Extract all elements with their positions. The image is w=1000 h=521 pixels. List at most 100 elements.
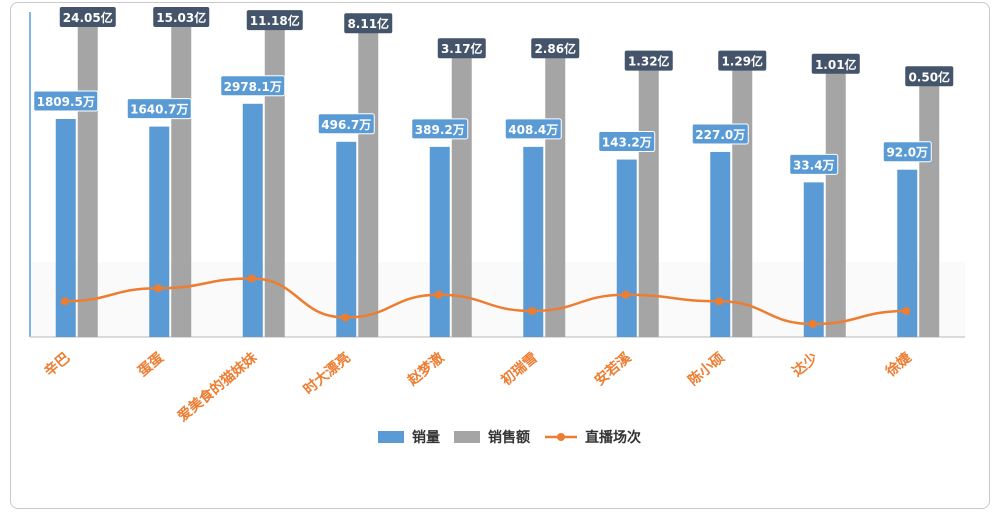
data-label-bg (33, 90, 99, 112)
data-label-sales-amount: 11.18亿 (246, 10, 303, 31)
category-label: 蛋蛋 (135, 350, 167, 380)
data-label-sales-volume: 1640.7万 (126, 98, 192, 120)
data-label-bg (718, 50, 767, 71)
data-label-text: 408.4万 (508, 123, 558, 137)
data-label-sales-amount: 1.29亿 (718, 50, 767, 71)
line-point-live-sessions (247, 274, 256, 283)
bar-sales-amount (171, 25, 192, 337)
category-label: 达少 (789, 349, 821, 380)
data-label-text: 15.03亿 (156, 10, 206, 25)
data-label-bg (153, 7, 210, 27)
data-label-sales-volume: 496.7万 (317, 113, 375, 135)
data-label-bg (905, 66, 954, 87)
data-label-bg (691, 123, 749, 145)
bar-sales-volume (55, 118, 76, 338)
data-label-bg (531, 38, 580, 59)
data-label-sales-volume: 92.0万 (882, 141, 932, 163)
legend-label: 销量 (412, 429, 440, 446)
data-label-bg (344, 13, 393, 34)
category-label: 爱美食的猫妹妹 (174, 348, 261, 425)
bar-sales-volume (336, 141, 357, 337)
data-label-bg (59, 7, 116, 27)
category-label: 徐婕 (882, 348, 916, 380)
plot-shade (30, 262, 965, 337)
data-label-text: 2.86亿 (534, 41, 576, 56)
line-point-live-sessions (154, 284, 163, 293)
bar-sales-volume (429, 146, 450, 337)
legend-swatch (378, 431, 404, 443)
legend-item: 销售额 (454, 429, 530, 446)
data-label-sales-volume: 143.2万 (598, 131, 656, 153)
bar-sales-volume (803, 182, 824, 337)
legend: 销量 销售额 直播场次 (378, 429, 641, 446)
data-label-bg (504, 118, 562, 140)
data-label-bg (624, 50, 673, 71)
data-label-bg (789, 153, 839, 175)
data-label-bg (882, 141, 932, 163)
data-label-text: 1809.5万 (37, 95, 95, 109)
legend-item: 销量 (378, 429, 440, 446)
data-label-sales-volume: 2978.1万 (220, 75, 286, 97)
data-label-text: 389.2万 (415, 123, 465, 137)
data-label-bg (598, 131, 656, 153)
data-label-text: 33.4万 (793, 158, 835, 172)
data-label-sales-amount: 24.05亿 (59, 7, 116, 27)
legend-item: 直播场次 (545, 429, 641, 446)
bar-sales-amount (825, 71, 846, 338)
line-point-live-sessions (528, 307, 537, 315)
category-label: 辛巴 (41, 349, 73, 380)
category-label: 初瑞雪 (498, 349, 541, 389)
bar-sales-amount (358, 31, 379, 338)
legend-label: 销售额 (488, 429, 530, 446)
data-label-text: 0.50亿 (908, 69, 950, 84)
legend-swatch (454, 431, 480, 443)
data-label-sales-volume: 389.2万 (411, 118, 469, 140)
data-label-text: 1640.7万 (130, 103, 188, 117)
bar-sales-volume (149, 126, 170, 337)
line-point-live-sessions (434, 290, 443, 299)
data-label-bg (411, 118, 469, 140)
line-point-live-sessions (808, 320, 817, 328)
data-label-text: 11.18亿 (250, 13, 300, 28)
data-label-sales-amount: 0.50亿 (905, 66, 954, 87)
data-label-text: 3.17亿 (441, 41, 483, 56)
bar-sales-volume (897, 169, 918, 337)
bar-sales-amount (545, 56, 566, 337)
data-label-sales-amount: 8.11亿 (344, 13, 393, 34)
data-label-text: 143.2万 (602, 136, 652, 150)
category-label: 赵梦澈 (403, 349, 447, 390)
data-label-text: 496.7万 (321, 118, 371, 132)
data-label-sales-amount: 2.86亿 (531, 38, 580, 59)
data-label-sales-volume: 227.0万 (691, 123, 749, 145)
data-label-text: 227.0万 (695, 128, 745, 142)
data-label-bg (246, 10, 303, 31)
data-label-text: 1.29亿 (721, 54, 763, 69)
line-point-live-sessions (341, 313, 350, 322)
line-point-live-sessions (60, 297, 69, 306)
bar-sales-volume (523, 146, 544, 337)
data-label-bg (317, 113, 375, 135)
data-label-sales-amount: 1.32亿 (624, 50, 673, 71)
bar-sales-amount (732, 68, 753, 338)
data-label-sales-volume: 33.4万 (789, 153, 839, 175)
data-label-text: 92.0万 (886, 146, 928, 160)
data-label-text: 8.11亿 (347, 16, 389, 31)
line-point-live-sessions (715, 297, 724, 306)
data-label-bg (437, 38, 486, 59)
bar-sales-volume (616, 159, 637, 337)
legend-dot (557, 433, 565, 441)
data-label-sales-volume: 1809.5万 (33, 90, 99, 112)
data-label-text: 1.32亿 (628, 54, 670, 69)
line-point-live-sessions (621, 290, 630, 299)
bar-sales-volume (242, 103, 263, 337)
bar-sales-amount (264, 28, 285, 338)
category-label: 时大漂亮 (300, 349, 354, 398)
data-label-text: 24.05亿 (63, 10, 113, 25)
line-live-sessions (64, 277, 907, 326)
legend-label: 直播场次 (585, 429, 641, 446)
line-point-live-sessions (902, 307, 911, 315)
bar-sales-amount (77, 25, 98, 337)
category-label: 陈小硕 (685, 349, 728, 389)
data-label-sales-amount: 1.01亿 (811, 53, 860, 74)
